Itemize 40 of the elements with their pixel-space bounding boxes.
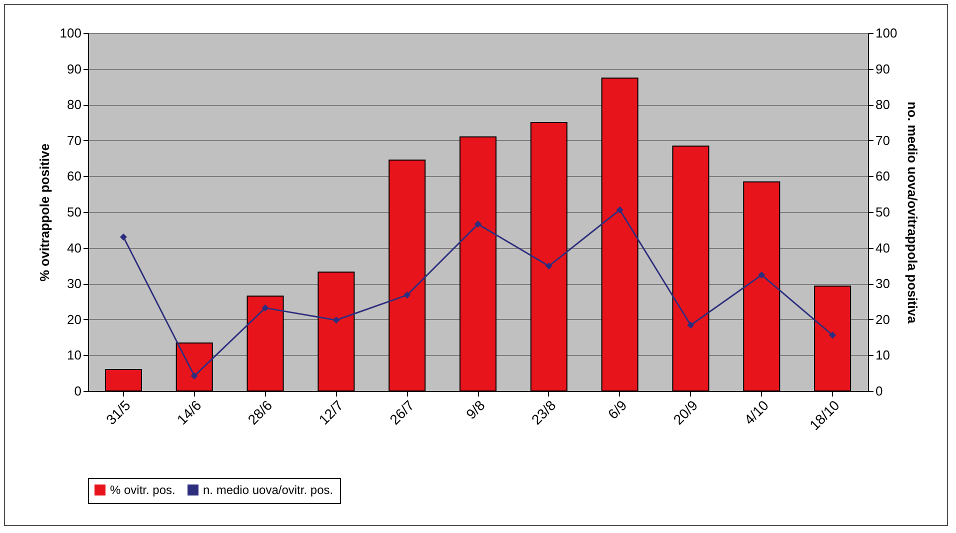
y2-tick-label: 50 <box>876 204 890 220</box>
point <box>687 322 694 329</box>
x-tick-label: 6/9 <box>604 396 630 422</box>
y-tick-label: 20 <box>67 312 82 327</box>
y2-tick-label: 20 <box>876 312 890 327</box>
point <box>474 220 482 228</box>
x-tick-label: 4/10 <box>740 396 772 428</box>
y-tick-label: 60 <box>67 168 82 184</box>
point <box>190 372 198 380</box>
point <box>262 304 269 312</box>
y2-tick-label: 10 <box>876 348 890 363</box>
point <box>545 262 552 270</box>
y-tick-label: 30 <box>67 276 82 292</box>
y-tick-label: 90 <box>67 61 82 76</box>
y-tick-label: 100 <box>60 26 82 40</box>
y-tick-label: 80 <box>67 97 82 112</box>
point <box>332 316 340 324</box>
point <box>829 332 836 339</box>
y-tick-label: 10 <box>67 348 82 363</box>
y2-axis-title: no. medio uova/ovitrappola positiva <box>905 102 920 324</box>
y2-tick-label: 60 <box>876 168 890 184</box>
y-tick-label: 40 <box>67 240 82 256</box>
y2-tick-label: 90 <box>876 61 890 76</box>
y-tick-label: 0 <box>74 384 82 398</box>
y2-tick-label: 100 <box>876 26 898 40</box>
y2-tick-label: 80 <box>876 97 890 112</box>
y2-tick-label: 40 <box>876 240 890 256</box>
legend-label: % ovitr. pos. <box>110 483 176 497</box>
y2-tick-label: 70 <box>876 132 890 148</box>
point <box>404 292 411 299</box>
y2-tick-label: 0 <box>876 384 883 398</box>
point <box>120 234 127 241</box>
y-tick-label: 70 <box>67 132 82 148</box>
legend-label: n. medio uova/ovitr. pos. <box>203 483 334 497</box>
point <box>758 271 766 279</box>
x-tick-label: 9/8 <box>462 396 488 422</box>
y2-tick-label: 30 <box>876 276 890 292</box>
y-tick-label: 50 <box>67 204 82 220</box>
y-axis-title: % ovitrappole positive <box>36 144 52 282</box>
point <box>616 206 624 214</box>
